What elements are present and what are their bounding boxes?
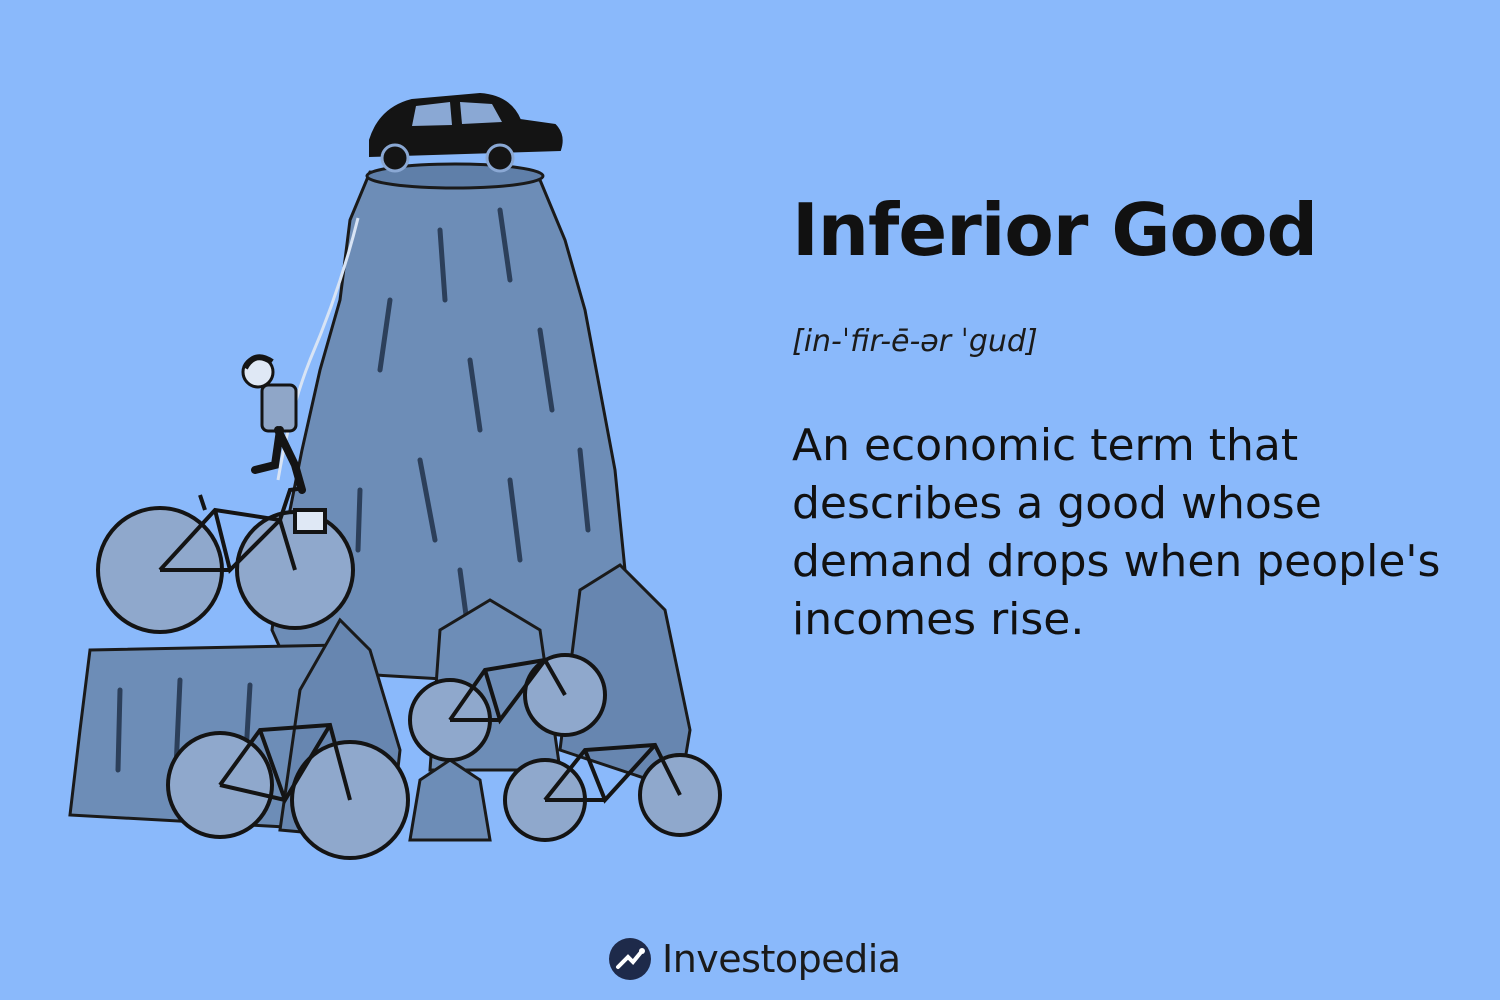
- bicycle-upper: [96, 486, 355, 634]
- car: [369, 92, 563, 173]
- pronunciation: [in-ˈfir-ē-ər ˈgud]: [792, 324, 1038, 359]
- definition-text: An economic term that describes a good w…: [792, 420, 1441, 645]
- bicycle-lower-left: [166, 722, 410, 860]
- illustration: [68, 92, 722, 860]
- brand-name: Investopedia: [662, 937, 901, 981]
- brand-logo: Investopedia: [608, 933, 901, 985]
- climber: [241, 217, 360, 494]
- bicycle-middle: [408, 653, 607, 762]
- bicycle-right: [503, 742, 722, 842]
- definition-panel: Inferior Good [in-ˈfir-ē-ər ˈgud] An eco…: [792, 180, 1472, 649]
- investopedia-logo-icon: [609, 938, 651, 980]
- term-title: Inferior Good: [792, 188, 1318, 272]
